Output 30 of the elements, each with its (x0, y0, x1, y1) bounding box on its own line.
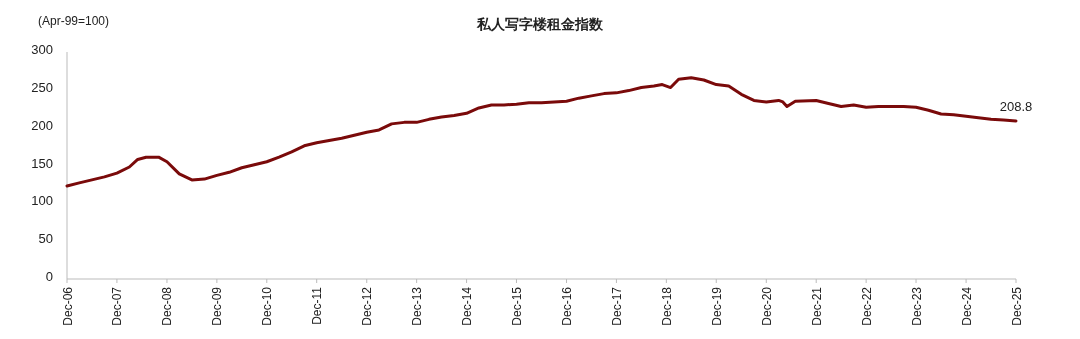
x-tick-label: Dec-17 (609, 286, 624, 326)
x-tick-label: Dec-23 (909, 286, 924, 326)
x-tick-label: Dec-08 (160, 286, 175, 326)
x-tick-label: Dec-19 (709, 286, 724, 326)
chart-title: 私人写字楼租金指数 (476, 16, 604, 32)
x-tick-label: Dec-16 (560, 286, 575, 326)
y-axis-title: (Apr-99=100) (38, 14, 110, 28)
x-tick-label: Dec-11 (310, 286, 325, 325)
x-tick-label: Dec-07 (110, 286, 125, 326)
annotation: 208.8 (999, 99, 1033, 115)
x-tick-label: Dec-06 (60, 286, 75, 326)
x-tick-label: Dec-15 (509, 286, 524, 326)
y-tick-label: 150 (31, 155, 53, 171)
y-tick-label: 50 (38, 231, 53, 247)
x-tick-label: Dec-20 (759, 286, 774, 326)
x-tick-label: Dec-24 (959, 286, 974, 326)
x-tick-label: Dec-18 (659, 286, 674, 326)
x-tick-label: Dec-10 (260, 286, 275, 326)
x-tick-label: Dec-13 (410, 286, 425, 326)
y-tick-label: 250 (31, 79, 53, 95)
y-tick-label: 100 (31, 193, 53, 209)
x-tick-label: Dec-14 (460, 286, 475, 326)
y-tick-label: 200 (31, 117, 53, 133)
x-tick-label: Dec-25 (1009, 286, 1024, 326)
x-tick-label: Dec-12 (360, 286, 375, 326)
x-tick-label: Dec-21 (809, 286, 824, 326)
y-tick-label: 300 (31, 42, 53, 57)
x-tick-label: Dec-09 (210, 286, 225, 326)
y-tick-label: 0 (45, 269, 53, 284)
x-tick-label: Dec-22 (859, 286, 874, 326)
